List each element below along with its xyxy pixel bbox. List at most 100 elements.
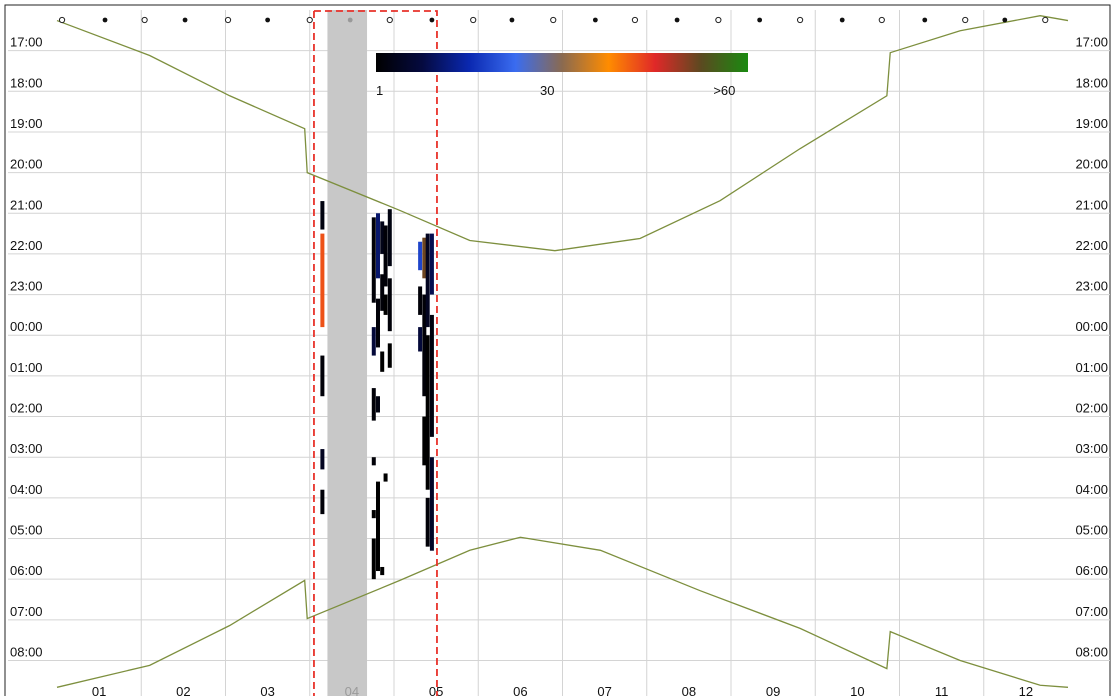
activity-cell	[371, 217, 376, 303]
colorbar	[376, 53, 748, 72]
activity-cell	[380, 221, 385, 254]
full-moon	[878, 16, 885, 24]
y-tick-label: 22:00	[10, 238, 43, 253]
x-tick-label: 02	[176, 684, 190, 696]
colorbar-label: 1	[376, 83, 383, 98]
y-tick-label: 08:00	[10, 644, 43, 659]
activity-cell	[375, 298, 380, 348]
activity-cell	[429, 233, 434, 295]
activity-cell	[380, 351, 385, 372]
activity-cell	[380, 566, 385, 576]
full-moon	[470, 16, 477, 24]
activity-cell	[320, 489, 325, 515]
new-moon	[839, 17, 845, 23]
y-tick-label-right: 05:00	[1075, 523, 1108, 538]
excluded-band	[327, 10, 368, 696]
activity-cell	[418, 327, 423, 352]
y-tick-label-right: 23:00	[1075, 279, 1108, 294]
new-moon	[102, 17, 108, 23]
y-tick-label: 23:00	[10, 279, 43, 294]
full-moon	[796, 16, 804, 24]
sun-line	[56, 536, 1069, 688]
colorbar-label: 30	[540, 83, 554, 98]
activity-cell	[422, 237, 427, 279]
activity-cell	[425, 497, 430, 547]
y-tick-label-right: 18:00	[1075, 75, 1108, 90]
activity-cell	[320, 233, 325, 328]
x-tick-label: 09	[766, 684, 780, 696]
activity-cell	[371, 510, 376, 519]
y-tick-label-right: 19:00	[1075, 116, 1108, 131]
activity-cell	[425, 233, 430, 328]
y-tick-label-right: 08:00	[1075, 644, 1108, 659]
y-tick-label-right: 20:00	[1075, 157, 1108, 172]
new-moon	[922, 17, 928, 23]
y-tick-label: 20:00	[10, 157, 43, 172]
activity-cell	[429, 457, 434, 551]
x-tick-label: 03	[260, 684, 274, 696]
activity-cell	[422, 416, 427, 466]
activity-cell	[383, 294, 388, 315]
frame	[4, 4, 1111, 696]
activity-cell	[383, 473, 388, 482]
full-moon	[224, 16, 232, 24]
y-tick-label-right: 04:00	[1075, 482, 1108, 497]
new-moon	[509, 17, 515, 23]
new-moon	[429, 17, 435, 23]
activity-cell	[375, 396, 380, 413]
full-moon	[962, 16, 969, 24]
x-tick-label: 12	[1019, 684, 1033, 696]
activity-cell	[383, 225, 388, 287]
x-tick-label: 05	[429, 684, 443, 696]
y-tick-label-right: 07:00	[1075, 604, 1108, 619]
full-moon	[58, 16, 66, 24]
y-tick-label-right: 02:00	[1075, 401, 1108, 416]
full-moon	[1042, 16, 1049, 24]
activity-cell	[320, 355, 325, 397]
activity-cell	[380, 274, 385, 311]
activity-cell	[387, 278, 392, 332]
full-moon	[386, 16, 393, 24]
new-moon	[674, 17, 680, 23]
activity-cell	[387, 209, 392, 267]
activity-cell	[375, 481, 380, 572]
activity-cell	[429, 314, 434, 437]
full-moon	[715, 16, 722, 24]
y-tick-label-right: 22:00	[1075, 238, 1108, 253]
y-tick-label: 03:00	[10, 441, 43, 456]
y-tick-label: 00:00	[10, 319, 43, 334]
new-moon	[265, 17, 271, 23]
activity-cell	[387, 343, 392, 368]
x-tick-label: 06	[513, 684, 527, 696]
y-tick-label: 05:00	[10, 523, 43, 538]
y-tick-label-right: 21:00	[1075, 197, 1108, 212]
x-tick-label: 11	[935, 684, 949, 696]
new-moon	[592, 17, 598, 23]
y-tick-label: 17:00	[10, 35, 43, 50]
y-tick-label: 21:00	[10, 197, 43, 212]
new-moon	[347, 17, 353, 23]
full-moon	[306, 16, 313, 24]
activity-cell	[418, 286, 423, 315]
full-moon	[550, 16, 557, 24]
y-tick-label: 07:00	[10, 604, 43, 619]
y-tick-label-right: 06:00	[1075, 563, 1108, 578]
activity-cell	[320, 201, 325, 230]
x-tick-label: 10	[850, 684, 864, 696]
colorbar-label: >60	[713, 83, 735, 98]
activity-cell	[371, 388, 376, 421]
y-tick-label: 02:00	[10, 401, 43, 416]
activity-cell	[371, 457, 376, 466]
activity-cell	[371, 327, 376, 356]
activity-cell	[375, 213, 380, 279]
activity-cell	[371, 538, 376, 580]
y-tick-label: 06:00	[10, 563, 43, 578]
sun-line	[56, 15, 1069, 252]
new-moon	[757, 17, 763, 23]
y-tick-label: 19:00	[10, 116, 43, 131]
activity-cell	[418, 241, 423, 271]
full-moon	[631, 16, 639, 24]
activity-cell	[320, 449, 325, 470]
